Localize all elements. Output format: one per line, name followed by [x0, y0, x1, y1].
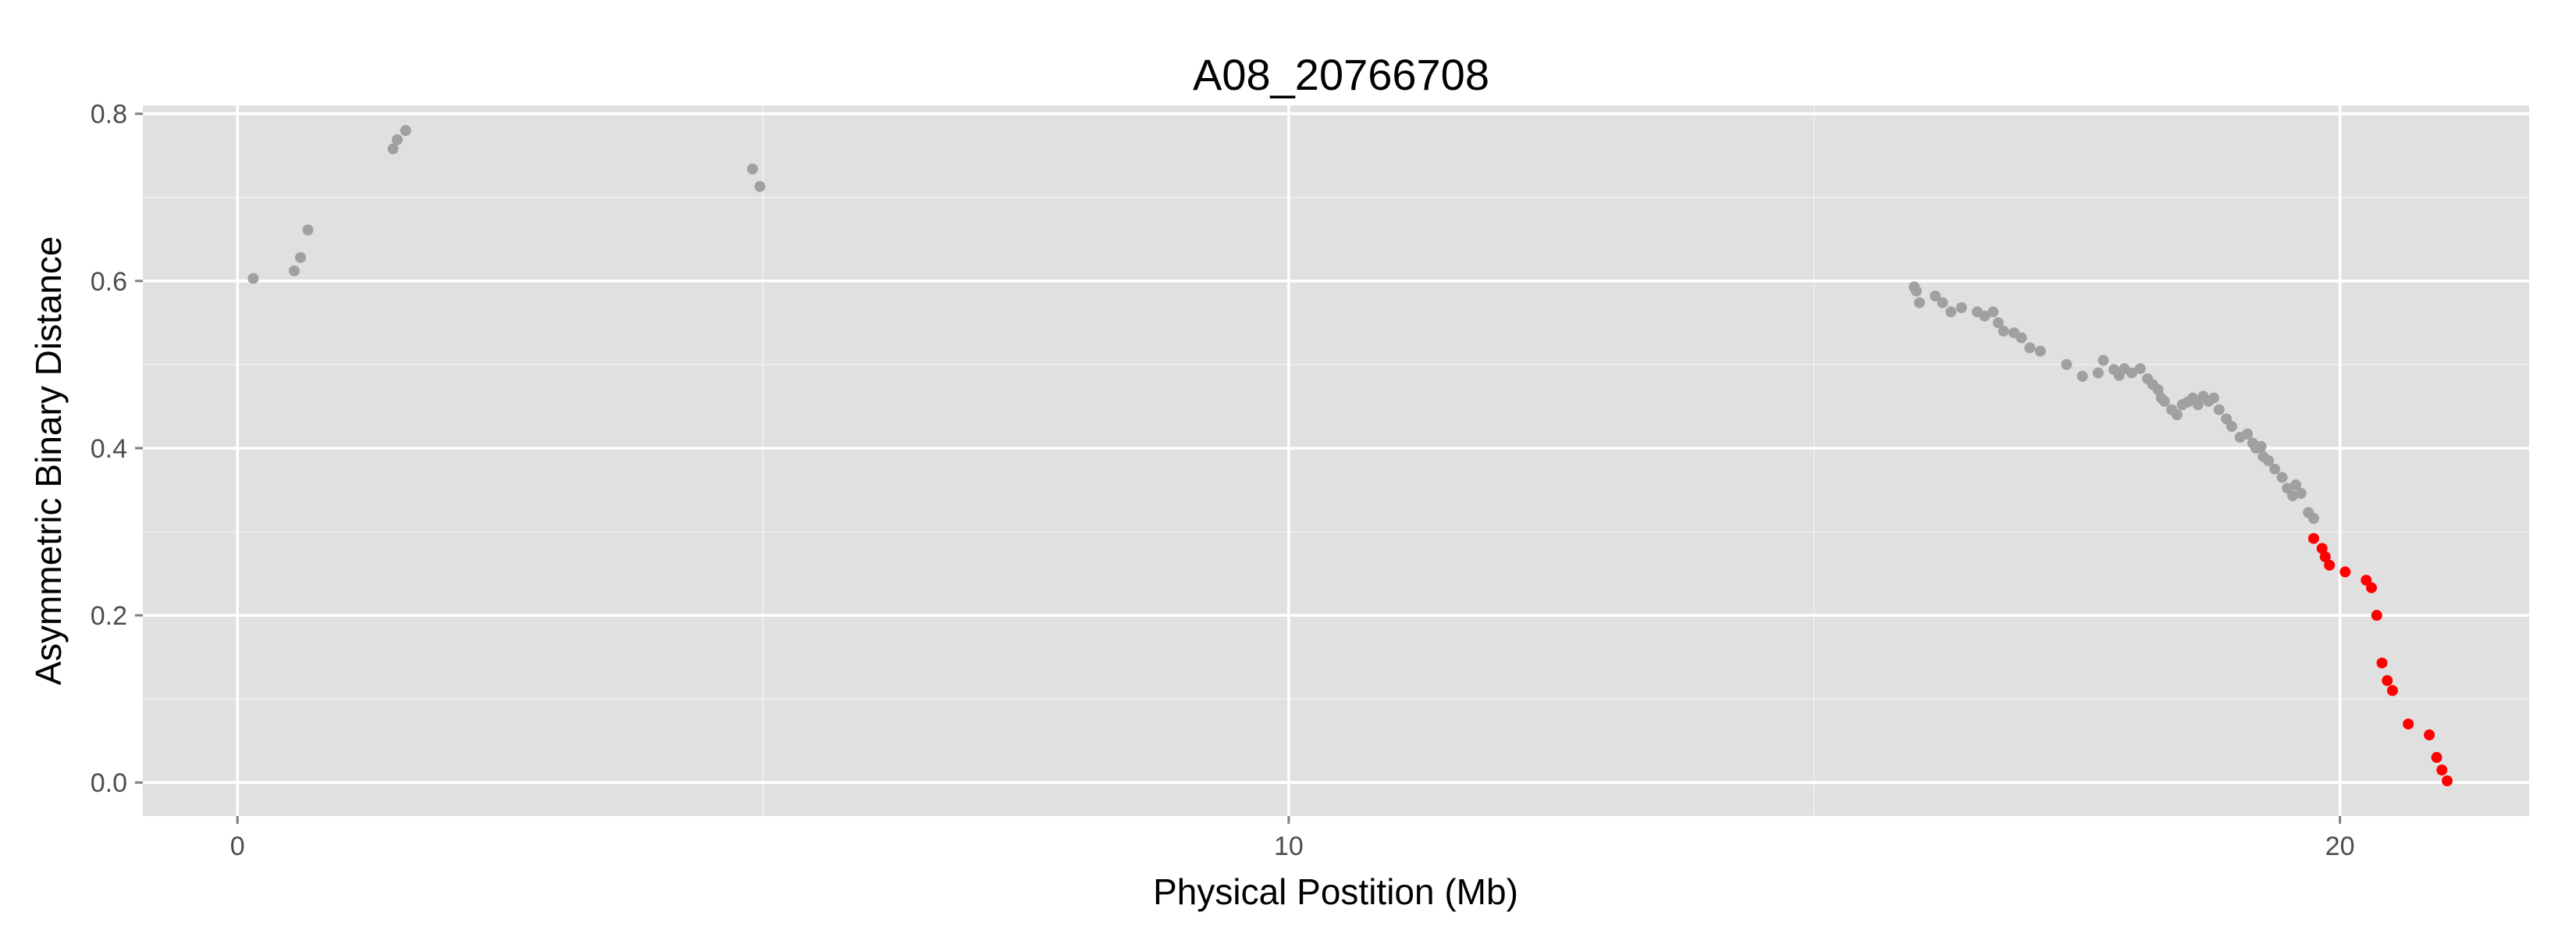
data-point	[2316, 543, 2328, 554]
data-point	[1987, 306, 1999, 318]
data-point	[2386, 685, 2398, 697]
data-point	[391, 134, 403, 145]
data-point	[2276, 472, 2288, 483]
data-point	[2441, 775, 2453, 787]
y-tick-label: 0.8	[91, 100, 127, 130]
data-point	[2076, 370, 2088, 382]
data-point	[2134, 363, 2146, 375]
data-point	[2307, 533, 2319, 544]
y-tick-label: 0.2	[91, 601, 127, 631]
data-point	[2436, 764, 2448, 776]
data-point	[1992, 317, 2004, 329]
data-point	[288, 265, 300, 276]
data-point	[2424, 729, 2435, 741]
data-point	[302, 224, 314, 236]
data-point	[2319, 551, 2331, 563]
data-point	[2376, 657, 2388, 669]
x-axis: 0 10 20	[230, 816, 2355, 861]
y-tick-label: 0.6	[91, 267, 127, 297]
data-point	[2097, 354, 2109, 366]
data-points	[247, 125, 2453, 787]
data-point	[2269, 463, 2281, 475]
data-point	[2192, 399, 2204, 411]
data-point	[2061, 358, 2073, 370]
chart-title: A08_20766708	[1193, 50, 1489, 99]
data-point	[2431, 752, 2443, 764]
data-point	[2365, 582, 2377, 593]
major-gridlines	[143, 105, 2529, 816]
data-point	[2126, 367, 2137, 379]
data-point	[1910, 285, 1922, 297]
data-point	[2263, 455, 2275, 466]
data-point	[2290, 479, 2302, 491]
data-point	[1945, 306, 1957, 318]
data-point	[387, 143, 399, 155]
y-tick-label: 0.4	[91, 434, 127, 464]
data-point	[2371, 610, 2382, 622]
minor-gridlines	[143, 105, 2529, 816]
data-point	[1913, 297, 1925, 308]
data-point	[1998, 326, 2009, 337]
data-point	[247, 273, 259, 284]
data-point	[2307, 512, 2319, 524]
data-point	[2152, 384, 2164, 395]
data-point	[400, 125, 411, 137]
data-point	[2242, 428, 2254, 440]
data-point	[1930, 290, 1941, 302]
data-point	[2339, 566, 2351, 578]
data-point	[2324, 559, 2336, 571]
y-axis: 0.0 0.2 0.4 0.6 0.8	[91, 100, 143, 798]
data-point	[2016, 332, 2027, 344]
data-point	[2024, 342, 2036, 354]
data-point	[2158, 395, 2170, 407]
data-point	[2092, 367, 2104, 379]
x-tick-label: 0	[230, 832, 245, 861]
x-tick-label: 20	[2325, 832, 2355, 861]
data-point	[2295, 487, 2307, 499]
data-point	[2255, 440, 2267, 452]
data-point	[2208, 392, 2219, 404]
y-tick-label: 0.0	[91, 768, 127, 798]
data-point	[1937, 297, 1948, 308]
data-point	[2286, 490, 2298, 501]
data-point	[2034, 345, 2046, 357]
data-point	[2382, 675, 2393, 686]
data-point	[2403, 718, 2414, 730]
plot-panel	[143, 105, 2529, 816]
data-point	[2171, 409, 2183, 421]
y-axis-title: Asymmetric Binary Distance	[28, 236, 69, 685]
x-axis-title: Physical Postition (Mb)	[1153, 871, 1518, 912]
data-point	[747, 163, 759, 175]
data-point	[295, 251, 307, 263]
data-point	[754, 180, 766, 192]
data-point	[1955, 302, 1967, 314]
x-tick-label: 10	[1274, 832, 1304, 861]
data-point	[1979, 310, 1991, 322]
data-point	[2213, 404, 2225, 415]
data-point	[2226, 421, 2237, 433]
